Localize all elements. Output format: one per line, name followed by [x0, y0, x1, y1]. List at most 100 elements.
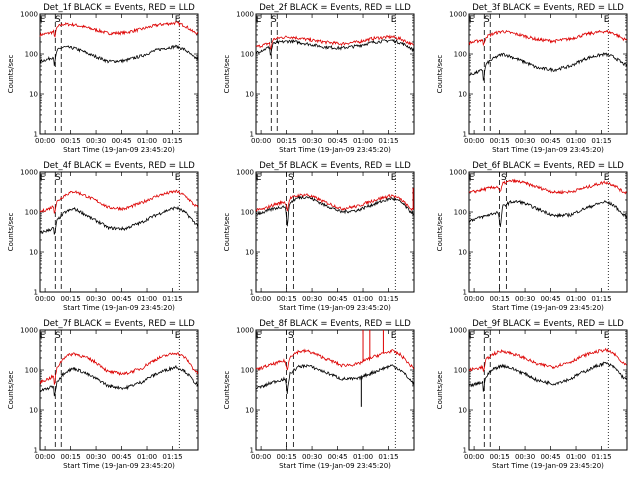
marker-label: E — [391, 331, 397, 341]
y-tick-label: 1 — [250, 447, 254, 455]
x-tick-label: 00:00 — [251, 137, 271, 145]
y-tick-label: 10 — [29, 407, 38, 415]
y-tick-label: 1 — [34, 131, 38, 139]
x-axis-label: Start Time (19-Jan-09 23:45:20) — [492, 146, 604, 154]
x-tick-label: 00:30 — [86, 453, 106, 461]
x-axis-label: Start Time (19-Jan-09 23:45:20) — [63, 146, 175, 154]
x-tick-label: 00:45 — [540, 137, 560, 145]
marker-label: E — [391, 173, 397, 183]
y-tick-label: 1000 — [236, 327, 254, 335]
panel-title: Det_4f BLACK = Events, RED = LLD — [43, 161, 195, 171]
x-tick-label: 00:00 — [464, 453, 484, 461]
marker-label: E — [604, 15, 610, 25]
series-lld — [255, 193, 414, 212]
panel-8: Det_8f BLACK = Events, RED = LLD 1 10 100 10… — [223, 319, 415, 470]
plot-frame — [255, 329, 415, 451]
x-tick-label: 00:30 — [515, 453, 535, 461]
marker-label: E — [469, 15, 475, 25]
marker-label: E — [604, 331, 610, 341]
y-axis-label: Counts/sec — [7, 371, 15, 410]
y-tick-label: 100 — [241, 51, 254, 59]
x-tick-label: 00:00 — [251, 295, 271, 303]
x-tick-label: 00:30 — [302, 453, 322, 461]
x-axis-label: Start Time (19-Jan-09 23:45:20) — [63, 462, 175, 470]
x-tick-label: 01:00 — [353, 137, 373, 145]
y-tick-label: 1000 — [449, 327, 467, 335]
y-tick-label: 10 — [245, 407, 254, 415]
x-tick-label: 01:15 — [378, 137, 398, 145]
x-tick-label: 01:00 — [566, 295, 586, 303]
panel-title: Det_5f BLACK = Events, RED = LLD — [259, 161, 411, 171]
x-tick-label: 01:00 — [137, 137, 157, 145]
marker-label: S — [55, 331, 61, 341]
y-axis-label: Counts/sec — [223, 371, 231, 410]
plot-frame — [39, 329, 199, 451]
x-tick-label: 01:00 — [353, 453, 373, 461]
y-tick-label: 1000 — [20, 169, 38, 177]
x-tick-label: 00:15 — [276, 453, 296, 461]
panel-title: Det_8f BLACK = Events, RED = LLD — [259, 319, 411, 329]
marker-label: S — [288, 331, 294, 341]
marker-label: E — [256, 173, 262, 183]
x-tick-label: 00:45 — [327, 137, 347, 145]
x-tick-label: 01:15 — [591, 295, 611, 303]
x-tick-label: 00:00 — [464, 295, 484, 303]
y-axis-label: Counts/sec — [7, 55, 15, 94]
x-tick-label: 01:15 — [378, 453, 398, 461]
series-lld — [39, 189, 199, 214]
marker-label: S — [55, 15, 61, 25]
y-tick-label: 1000 — [20, 327, 38, 335]
marker-label: S — [484, 15, 490, 25]
marker-label: E — [469, 173, 475, 183]
series-lld — [468, 178, 628, 195]
x-tick-label: 01:00 — [566, 137, 586, 145]
plot-frame — [468, 329, 628, 451]
marker-label: E — [175, 331, 181, 341]
y-tick-label: 10 — [458, 407, 467, 415]
plot-frame — [468, 171, 628, 293]
x-tick-label: 00:45 — [540, 295, 560, 303]
x-tick-label: 01:15 — [378, 295, 398, 303]
panel-title: Det_6f BLACK = Events, RED = LLD — [472, 161, 624, 171]
y-tick-label: 10 — [245, 91, 254, 99]
y-axis-label: Counts/sec — [436, 213, 444, 252]
y-tick-label: 1000 — [236, 169, 254, 177]
y-tick-label: 100 — [25, 209, 38, 217]
series-lld — [39, 351, 199, 386]
y-tick-label: 100 — [454, 209, 467, 217]
marker-label: E — [40, 173, 46, 183]
series-events — [255, 38, 415, 56]
series-lld — [468, 29, 628, 47]
x-tick-label: 00:45 — [111, 453, 131, 461]
panel-9: Det_9f BLACK = Events, RED = LLD 1 10 100 10… — [436, 319, 628, 470]
y-axis-label: Counts/sec — [436, 55, 444, 94]
y-tick-label: 10 — [458, 91, 467, 99]
plot-frame — [468, 13, 628, 135]
x-tick-label: 01:15 — [591, 453, 611, 461]
y-tick-label: 1000 — [449, 169, 467, 177]
marker-label: S — [501, 173, 507, 183]
x-axis-label: Start Time (19-Jan-09 23:45:20) — [279, 146, 391, 154]
series-events — [255, 364, 415, 394]
x-axis-label: Start Time (19-Jan-09 23:45:20) — [492, 304, 604, 312]
panel-title: Det_1f BLACK = Events, RED = LLD — [43, 3, 195, 13]
marker-label: S — [271, 15, 277, 25]
x-tick-label: 00:15 — [60, 137, 80, 145]
x-tick-label: 01:15 — [162, 453, 182, 461]
marker-label: E — [175, 15, 181, 25]
x-tick-label: 00:15 — [276, 137, 296, 145]
marker-label: E — [256, 15, 262, 25]
x-tick-label: 00:15 — [276, 295, 296, 303]
x-tick-label: 00:15 — [489, 453, 509, 461]
x-tick-label: 00:30 — [515, 137, 535, 145]
x-tick-label: 00:45 — [540, 453, 560, 461]
series-events — [468, 199, 628, 227]
x-tick-label: 01:00 — [353, 295, 373, 303]
x-tick-label: 01:00 — [137, 453, 157, 461]
x-tick-label: 00:00 — [35, 453, 55, 461]
x-tick-label: 01:15 — [162, 137, 182, 145]
marker-label: S — [55, 173, 61, 183]
x-axis-label: Start Time (19-Jan-09 23:45:20) — [492, 462, 604, 470]
x-tick-label: 00:45 — [327, 453, 347, 461]
marker-label: S — [288, 173, 294, 183]
